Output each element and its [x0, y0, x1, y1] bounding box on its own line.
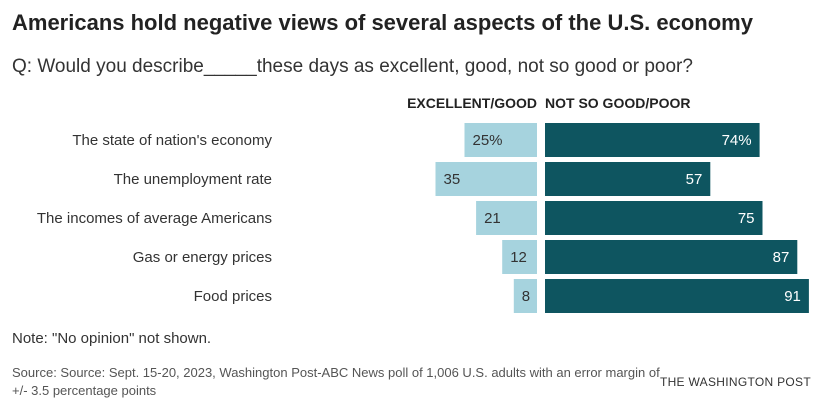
- chart-subtitle: Q: Would you describe_____these days as …: [12, 56, 693, 77]
- bar-excellent-good: [435, 162, 537, 196]
- category-label: Food prices: [194, 288, 272, 305]
- bar-not-so-good-poor: [545, 201, 763, 235]
- publisher-logo: THE WASHINGTON POST: [659, 375, 811, 389]
- chart-source: Source: Source: Sept. 15-20, 2023, Washi…: [12, 365, 660, 398]
- value-label-not-so-good-poor: 87: [773, 249, 790, 266]
- bar-not-so-good-poor: [545, 240, 798, 274]
- bar-row: The unemployment rate 35 57: [114, 162, 711, 196]
- bar-excellent-good: [476, 201, 537, 235]
- category-label: The incomes of average Americans: [37, 210, 272, 227]
- category-label: The state of nation's economy: [72, 132, 272, 149]
- bar-row: Gas or energy prices 12 87: [133, 240, 798, 274]
- bar-not-so-good-poor: [545, 279, 809, 313]
- bar-excellent-good: [513, 279, 537, 313]
- value-label-not-so-good-poor: 74%: [722, 132, 752, 149]
- bar-excellent-good: [464, 123, 537, 157]
- bar-row: Food prices 8 91: [194, 279, 809, 313]
- value-label-not-so-good-poor: 91: [784, 288, 801, 305]
- category-label: The unemployment rate: [114, 171, 272, 188]
- chart-area: EXCELLENT/GOOD NOT SO GOOD/POOR The stat…: [37, 95, 809, 313]
- category-label: Gas or energy prices: [133, 249, 272, 266]
- value-label-excellent-good: 21: [484, 210, 501, 227]
- chart-note: Note: "No opinion" not shown.: [12, 330, 212, 347]
- value-label-excellent-good: 12: [510, 249, 527, 266]
- series-header-positive: EXCELLENT/GOOD: [407, 95, 537, 111]
- value-label-excellent-good: 35: [444, 171, 461, 188]
- bar-not-so-good-poor: [545, 162, 711, 196]
- chart-title: Americans hold negative views of several…: [12, 10, 753, 35]
- value-label-not-so-good-poor: 57: [686, 171, 703, 188]
- series-header-negative: NOT SO GOOD/POOR: [545, 95, 690, 111]
- bar-not-so-good-poor: [545, 123, 760, 157]
- bar-row: The incomes of average Americans 21 75: [37, 201, 763, 235]
- bar-excellent-good: [502, 240, 537, 274]
- value-label-excellent-good: 25%: [473, 132, 503, 149]
- bar-row: The state of nation's economy 25% 74%: [72, 123, 760, 157]
- value-label-excellent-good: 8: [522, 288, 530, 305]
- value-label-not-so-good-poor: 75: [738, 210, 755, 227]
